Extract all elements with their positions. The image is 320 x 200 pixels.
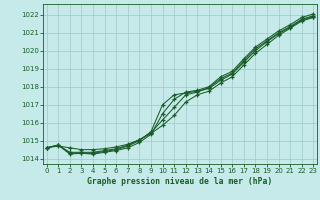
X-axis label: Graphe pression niveau de la mer (hPa): Graphe pression niveau de la mer (hPa) xyxy=(87,177,273,186)
